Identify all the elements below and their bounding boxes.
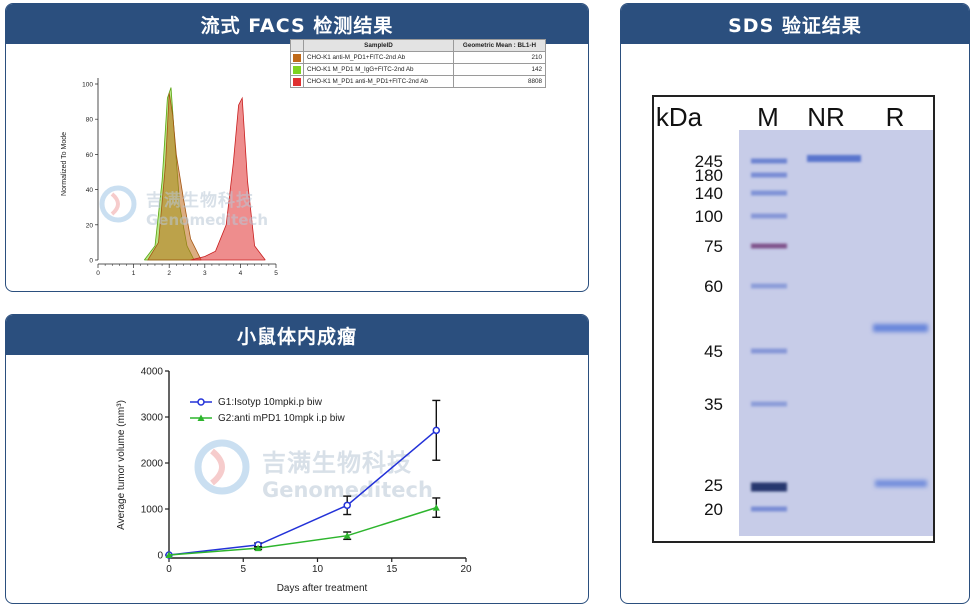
table-row: CHO-K1 M_PD1 anti-M_PD1+FITC-2nd Ab 8808 [290, 75, 546, 88]
facs-sample-table: SampleID Geometric Mean : BL1-H CHO-K1 a… [290, 39, 546, 88]
table-header-sampleid: SampleID [303, 39, 454, 52]
facs-y-tick-label: 0 [89, 258, 93, 265]
facs-y-tick-label: 60 [86, 152, 94, 159]
tumor-x-tick-label: 20 [460, 564, 472, 575]
nr-band [807, 155, 861, 162]
data-point [254, 544, 262, 552]
swatch-green-icon [293, 65, 301, 74]
marker-band [751, 482, 787, 492]
tumor-y-tick-label: 2000 [141, 459, 164, 470]
table-header-geomean: Geometric Mean : BL1-H [453, 39, 546, 52]
marker-label: 75 [704, 237, 723, 256]
table-cell-value: 8808 [453, 75, 546, 88]
r-heavy-chain-band [873, 324, 928, 332]
table-cell-sample: CHO-K1 anti-M_PD1+FITC-2nd Ab [303, 51, 454, 64]
marker-band [751, 348, 787, 354]
facs-y-tick-label: 20 [86, 222, 94, 229]
table-cell-sample: CHO-K1 M_PD1 anti-M_PD1+FITC-2nd Ab [303, 75, 454, 88]
tumor-panel-title: 小鼠体内成瘤 [6, 315, 588, 355]
table-row: CHO-K1 anti-M_PD1+FITC-2nd Ab 210 [290, 51, 546, 64]
facs-x-tick-label: 0 [96, 270, 100, 277]
lane-label: kDa [656, 102, 703, 132]
histogram-series-2 [190, 96, 266, 261]
data-point [343, 532, 351, 539]
r-light-chain-band [875, 480, 927, 487]
legend-g2-label: G2:anti mPD1 10mpk i.p biw [218, 413, 345, 424]
table-cell-value: 142 [453, 63, 546, 76]
facs-histogram: 100 80 60 40 20 00 1 2 3 4 5 Normalized To Mode [61, 78, 278, 277]
marker-band [751, 213, 787, 219]
marker-label: 140 [695, 184, 723, 203]
data-point [432, 504, 440, 511]
marker-band [751, 506, 787, 512]
table-cell-value: 210 [453, 51, 546, 64]
tumor-y-tick-label: 0 [157, 551, 163, 562]
facs-y-tick-label: 80 [86, 117, 94, 124]
facs-panel: 流式 FACS 检测结果 100 80 60 40 20 0 0 1 2 3 4 5 Normaliz… [5, 3, 589, 292]
facs-x-tick-label: 5 [274, 270, 278, 277]
marker-label: 245 [695, 152, 723, 171]
facs-x-tick-label: 4 [239, 270, 243, 277]
swatch-orange-icon [293, 53, 301, 62]
marker-band [751, 172, 787, 178]
table-cell-sample: CHO-K1 M_PD1 M_IgG+FITC-2nd Ab [303, 63, 454, 76]
tumor-x-tick-label: 10 [312, 564, 324, 575]
facs-x-tick-label: 2 [167, 270, 171, 277]
tumor-y-tick-label: 1000 [141, 505, 164, 516]
series-line-0 [168, 429, 437, 556]
facs-x-tick-label: 3 [203, 270, 207, 277]
marker-label: 25 [704, 476, 723, 495]
tumor-y-axis-label: Average tumor volume (mm³) [116, 400, 127, 530]
legend-g2-marker-icon [197, 414, 205, 421]
swatch-red-icon [293, 77, 301, 86]
marker-band [751, 158, 787, 164]
marker-band [751, 401, 787, 407]
tumor-x-axis-label: Days after treatment [277, 583, 368, 594]
series-line-1 [168, 506, 437, 556]
lane-label: M [757, 102, 779, 132]
facs-y-axis-label: Normalized To Mode [61, 132, 68, 196]
tumor-y-tick-label: 3000 [141, 413, 164, 424]
tumor-y-tick-label: 4000 [141, 367, 164, 378]
marker-label: 100 [695, 207, 723, 226]
tumor-panel: 小鼠体内成瘤 吉满生物科技 Genomeditech 4000 3000 2000 1… [5, 314, 589, 604]
legend-g1-marker-icon [197, 398, 205, 406]
marker-band [751, 283, 787, 289]
data-point [432, 426, 441, 435]
sds-panel-title: SDS 验证结果 [621, 4, 969, 44]
sds-panel: SDS 验证结果 kDa M NR R 245 180 140 100 75 60 45 35 25 20 [620, 3, 970, 604]
tumor-x-tick-label: 15 [386, 564, 398, 575]
marker-label: 20 [704, 500, 723, 519]
marker-label: 180 [695, 166, 723, 185]
tumor-x-tick-label: 0 [166, 564, 172, 575]
marker-label: 45 [704, 342, 723, 361]
facs-y-tick-label: 40 [86, 187, 94, 194]
data-point [343, 501, 351, 510]
gel-lane-area [739, 130, 933, 536]
tumor-x-tick-label: 5 [240, 564, 246, 575]
lane-label: R [886, 102, 905, 132]
marker-label: 35 [704, 395, 723, 414]
marker-band [751, 243, 787, 249]
table-row: CHO-K1 M_PD1 M_IgG+FITC-2nd Ab 142 [290, 63, 546, 76]
tumor-growth-chart: 4000 3000 2000 1000 00 5 10 15 20 Average tumor … [116, 367, 472, 595]
marker-band [751, 190, 787, 196]
data-point [165, 551, 173, 558]
lane-label: NR [807, 102, 845, 132]
facs-panel-title: 流式 FACS 检测结果 [6, 4, 588, 44]
legend-g1-label: G1:Isotyp 10mpki.p biw [218, 397, 323, 408]
tumor-legend: G1:Isotyp 10mpki.p biw G2:anti mPD1 10mp… [190, 397, 345, 424]
facs-y-tick-label: 100 [82, 82, 93, 89]
marker-label: 60 [704, 277, 723, 296]
facs-x-tick-label: 1 [132, 270, 136, 277]
